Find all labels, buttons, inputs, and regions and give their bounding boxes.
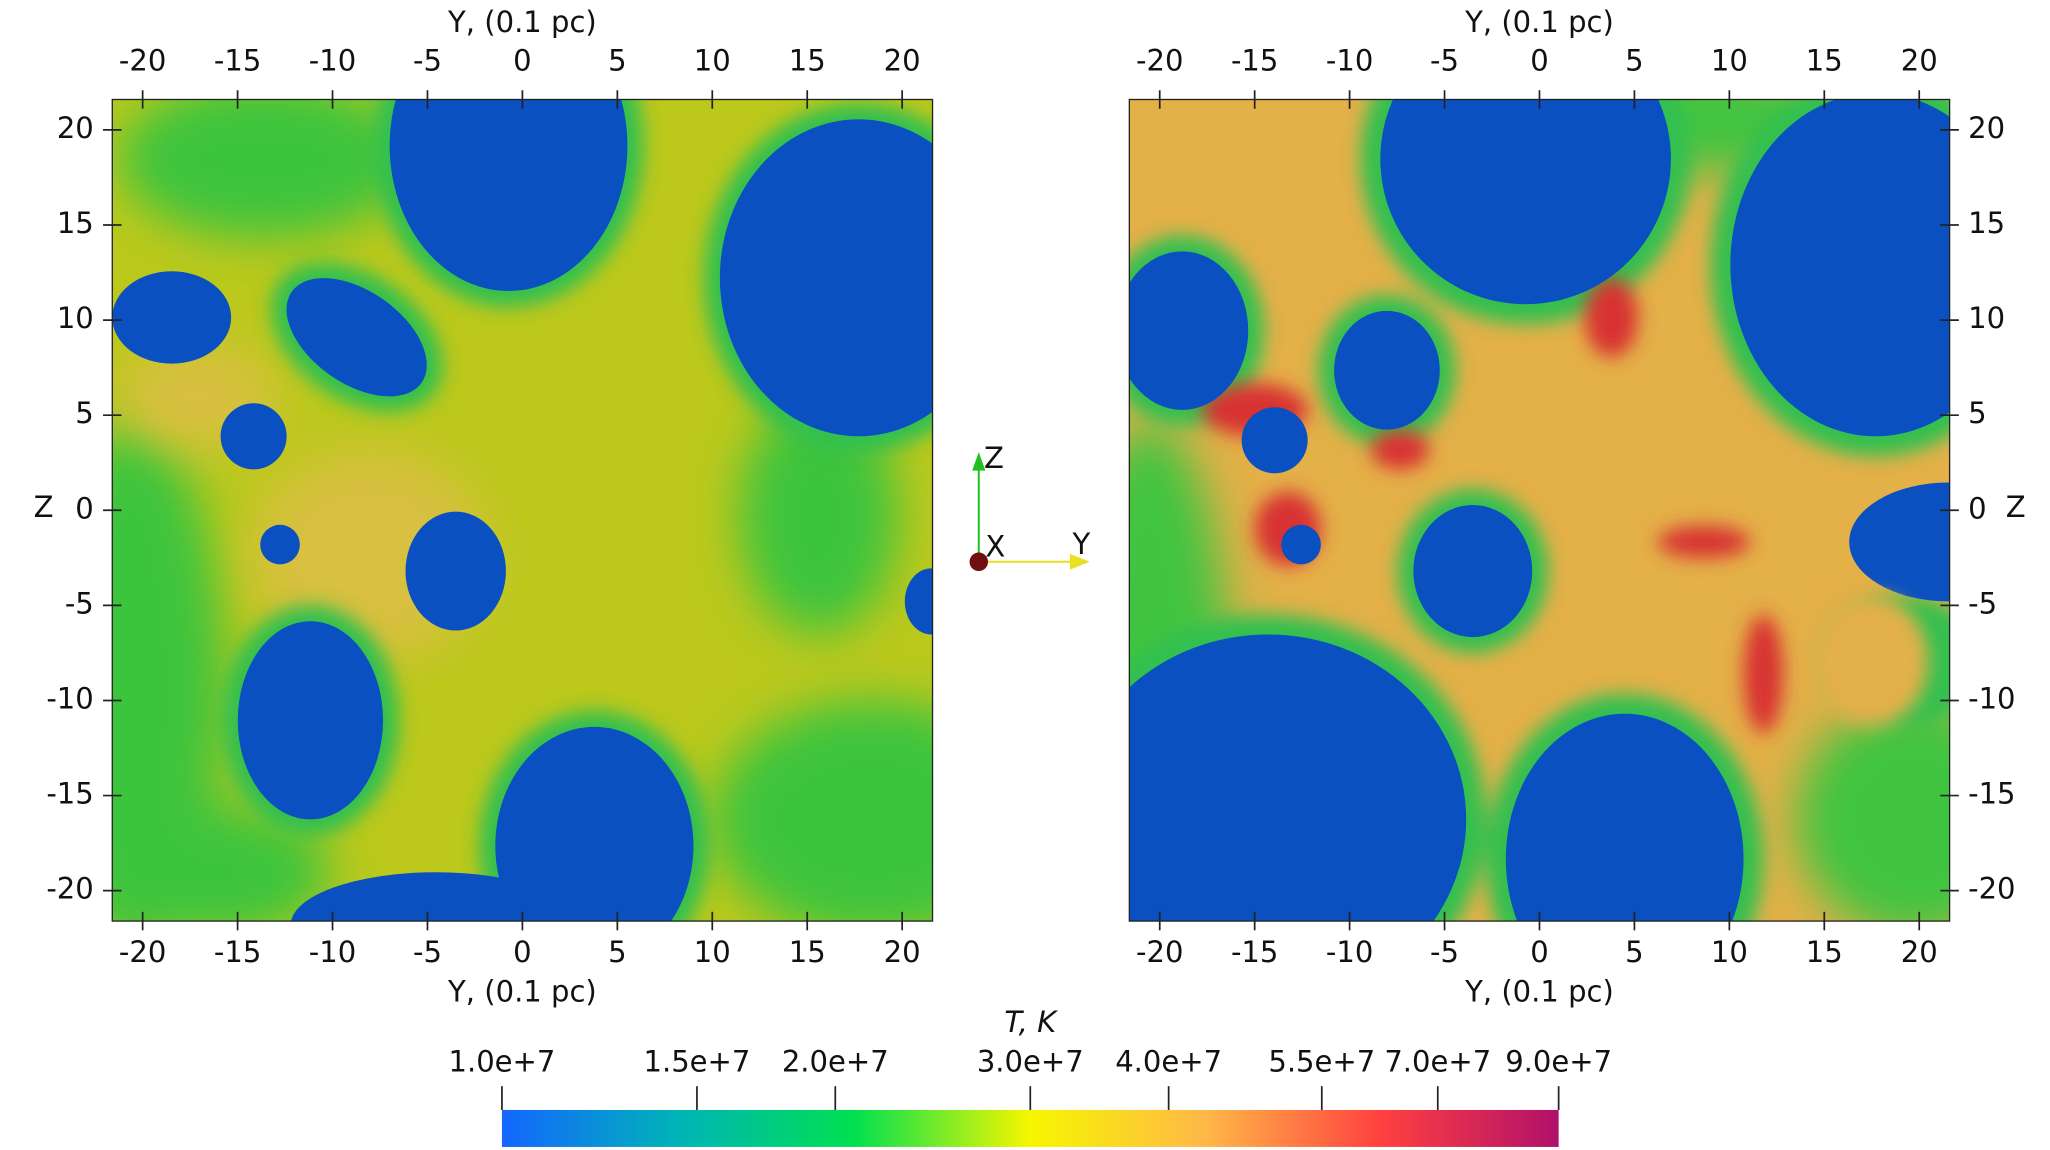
x-axis-label: Y, (0.1 pc) [1464, 975, 1614, 1009]
triad-x-label: X [985, 530, 1005, 564]
x-tick-label: 15 [1806, 935, 1843, 969]
x-tick-label: 5 [1625, 44, 1643, 78]
x-tick-label: -5 [413, 935, 442, 969]
x-tick-label: 5 [608, 935, 626, 969]
x-tick-label: 15 [1806, 44, 1843, 78]
colorbar-tick-label: 1.5e+7 [643, 1045, 750, 1079]
x-tick-label: 0 [513, 935, 531, 969]
x-tick-label: 20 [1901, 935, 1938, 969]
x-tick-label: -20 [119, 935, 166, 969]
colorbar-title: T, K [1004, 1005, 1058, 1039]
colorbar-tick-label: 4.0e+7 [1115, 1045, 1222, 1079]
x-tick-label: 0 [1530, 935, 1548, 969]
y-tick-label: 15 [1968, 206, 2005, 240]
x-tick-label: -5 [1430, 935, 1459, 969]
triad-y-label: Y [1072, 527, 1091, 561]
triad-x [969, 552, 989, 572]
x-tick-label: -10 [1326, 935, 1373, 969]
temperature-field-left [112, 99, 933, 922]
x-tick-label: -15 [1231, 44, 1278, 78]
y-tick-label: 5 [1968, 396, 1986, 430]
y-axis-label: Z [34, 490, 54, 524]
x-axis-label: Y, (0.1 pc) [447, 975, 597, 1009]
y-tick-label: 10 [57, 301, 94, 335]
colorbar-tick-label: 5.5e+7 [1268, 1045, 1375, 1079]
x-tick-label: -5 [413, 44, 442, 78]
x-axis-label: Y, (0.1 pc) [447, 5, 597, 39]
x-tick-label: -10 [309, 935, 356, 969]
colorbar-tick-label: 3.0e+7 [977, 1045, 1084, 1079]
x-tick-label: -15 [214, 44, 261, 78]
y-tick-label: 15 [57, 206, 94, 240]
y-tick-label: -15 [46, 777, 93, 811]
x-tick-label: 5 [1625, 935, 1643, 969]
y-tick-label: 20 [57, 111, 94, 145]
x-tick-label: -5 [1430, 44, 1459, 78]
temperature-field-right [1129, 99, 1950, 922]
x-tick-label: -20 [119, 44, 166, 78]
y-tick-label: 10 [1968, 301, 2005, 335]
triad-z-head [972, 452, 986, 471]
x-tick-label: 0 [1530, 44, 1548, 78]
y-tick-label: -5 [1968, 586, 1997, 620]
y-tick-label: 5 [75, 396, 93, 430]
colorbar [501, 1109, 1559, 1147]
y-tick-label: -10 [1968, 681, 2015, 715]
colorbar-tick-label: 7.0e+7 [1384, 1045, 1491, 1079]
x-tick-label: 20 [884, 935, 921, 969]
triad-z-label: Z [984, 441, 1004, 475]
colorbar-tick-label: 1.0e+7 [448, 1045, 555, 1079]
x-tick-label: 10 [694, 44, 731, 78]
x-tick-label: 20 [1901, 44, 1938, 78]
y-tick-label: 20 [1968, 111, 2005, 145]
x-tick-label: -20 [1136, 935, 1183, 969]
y-tick-label: -20 [46, 872, 93, 906]
colorbar-tick-label: 2.0e+7 [782, 1045, 889, 1079]
x-axis-label: Y, (0.1 pc) [1464, 5, 1614, 39]
y-tick-label: -20 [1968, 872, 2015, 906]
y-tick-label: -5 [65, 586, 94, 620]
triad-y-head [1069, 553, 1090, 570]
x-tick-label: -10 [309, 44, 356, 78]
x-tick-label: 15 [789, 44, 826, 78]
y-tick-label: -10 [46, 681, 93, 715]
x-tick-label: 10 [1711, 935, 1748, 969]
colorbar-tick-label: 9.0e+7 [1505, 1045, 1612, 1079]
y-tick-label: -15 [1968, 777, 2015, 811]
x-tick-label: -20 [1136, 44, 1183, 78]
x-tick-label: 20 [884, 44, 921, 78]
x-tick-label: 10 [1711, 44, 1748, 78]
y-axis-label: Z [2006, 490, 2026, 524]
x-tick-label: -15 [1231, 935, 1278, 969]
x-tick-label: 15 [789, 935, 826, 969]
x-tick-label: -10 [1326, 44, 1373, 78]
x-tick-label: 0 [513, 44, 531, 78]
x-tick-label: -15 [214, 935, 261, 969]
x-tick-label: 10 [694, 935, 731, 969]
y-tick-label: 0 [1968, 491, 1986, 525]
y-tick-label: 0 [75, 491, 93, 525]
x-tick-label: 5 [608, 44, 626, 78]
